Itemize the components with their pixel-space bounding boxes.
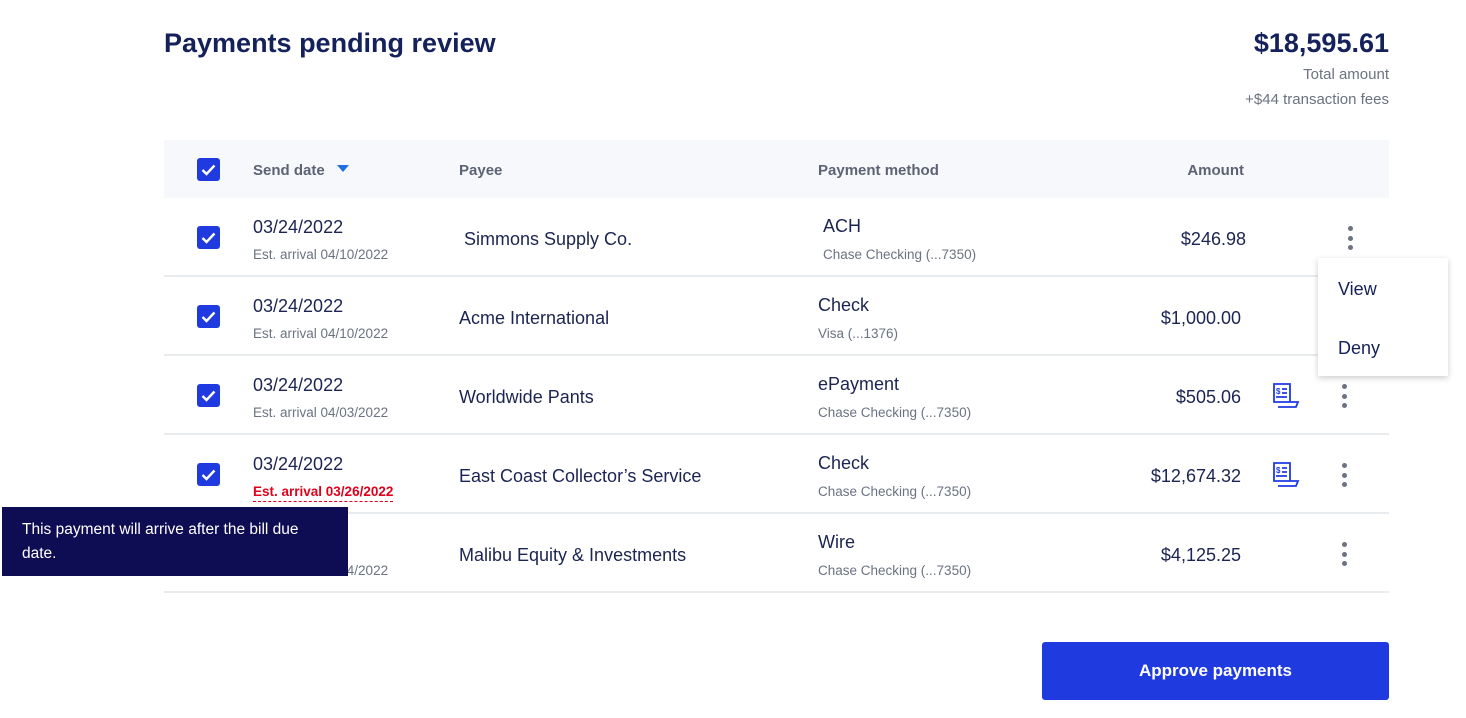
menu-item-deny[interactable]: Deny bbox=[1338, 338, 1381, 358]
svg-text:$: $ bbox=[1276, 466, 1281, 475]
sort-desc-icon bbox=[336, 165, 349, 172]
payment-account: Chase Checking (...7350) bbox=[818, 484, 972, 499]
payment-method: ePayment bbox=[818, 374, 900, 394]
column-amount: Amount bbox=[1187, 162, 1244, 179]
check-icon bbox=[201, 390, 216, 402]
check-icon bbox=[201, 469, 216, 481]
table-row: 03/24/2022 Est. arrival 04/10/2022 Simmo… bbox=[164, 198, 1389, 277]
payment-account: Visa (...1376) bbox=[818, 326, 899, 341]
menu-item-view[interactable]: View bbox=[1338, 279, 1377, 299]
payee-name: Worldwide Pants bbox=[459, 387, 594, 407]
amount: $4,125.25 bbox=[1160, 545, 1241, 565]
payment-account: Chase Checking (...7350) bbox=[818, 563, 972, 578]
table-header: Send date Payee Payment method Amount bbox=[164, 140, 1389, 198]
payee-name: Malibu Equity & Investments bbox=[459, 545, 687, 565]
bill-icon[interactable]: $ bbox=[1272, 462, 1300, 488]
send-date: 03/24/2022 bbox=[253, 296, 344, 316]
est-arrival: Est. arrival 04/03/2022 bbox=[253, 405, 389, 420]
more-actions-icon[interactable] bbox=[1344, 226, 1356, 250]
column-payment-method: Payment method bbox=[818, 162, 939, 179]
amount: $12,674.32 bbox=[1150, 466, 1241, 486]
row-checkbox[interactable] bbox=[197, 463, 220, 486]
transaction-fees: +$44 transaction fees bbox=[1245, 91, 1389, 108]
more-actions-icon[interactable] bbox=[1338, 542, 1350, 566]
more-actions-icon[interactable] bbox=[1338, 463, 1350, 487]
payment-method: Wire bbox=[818, 532, 855, 552]
column-send-date-label: Send date bbox=[253, 162, 325, 179]
approve-payments-button[interactable]: Approve payments bbox=[1042, 642, 1389, 700]
est-arrival[interactable]: Est. arrival 03/26/2022 bbox=[253, 484, 394, 502]
payment-method: ACH bbox=[823, 216, 862, 236]
total-amount: $18,595.61 bbox=[1253, 28, 1389, 58]
check-icon bbox=[201, 311, 216, 323]
row-checkbox[interactable] bbox=[197, 226, 220, 249]
payment-account: Chase Checking (...7350) bbox=[818, 405, 972, 420]
payee-name: Acme International bbox=[459, 308, 610, 328]
payment-account: Chase Checking (...7350) bbox=[823, 247, 977, 262]
svg-text:$: $ bbox=[1276, 387, 1281, 396]
payment-method: Check bbox=[818, 295, 870, 315]
page-title: Payments pending review bbox=[164, 28, 496, 58]
payee-name: Simmons Supply Co. bbox=[464, 229, 633, 249]
amount: $1,000.00 bbox=[1160, 308, 1241, 328]
check-icon bbox=[201, 232, 216, 244]
payee-name: East Coast Collector’s Service bbox=[459, 466, 702, 486]
table-row: 03/24/2022 Est. arrival 04/03/2022 World… bbox=[164, 356, 1389, 435]
send-date: 03/24/2022 bbox=[253, 217, 344, 237]
table-row: 03/24/2022 Est. arrival 04/10/2022 Acme … bbox=[164, 277, 1389, 356]
send-date: 03/24/2022 bbox=[253, 454, 344, 474]
more-actions-icon[interactable] bbox=[1338, 384, 1350, 408]
amount: $246.98 bbox=[1180, 229, 1246, 249]
send-date: 03/24/2022 bbox=[253, 375, 344, 395]
column-send-date[interactable]: Send date bbox=[253, 162, 349, 179]
late-arrival-tooltip: This payment will arrive after the bill … bbox=[2, 507, 348, 576]
table-row: 03/24/2022 Est. arrival 03/26/2022 East … bbox=[164, 435, 1389, 514]
est-arrival: Est. arrival 04/10/2022 bbox=[253, 326, 389, 341]
select-all-checkbox[interactable] bbox=[197, 158, 220, 181]
payment-method: Check bbox=[818, 453, 870, 473]
row-checkbox[interactable] bbox=[197, 305, 220, 328]
column-payee: Payee bbox=[459, 162, 503, 179]
est-arrival: Est. arrival 04/10/2022 bbox=[253, 247, 389, 262]
bill-icon[interactable]: $ bbox=[1272, 383, 1300, 409]
total-amount-label: Total amount bbox=[1303, 66, 1389, 83]
check-icon bbox=[201, 164, 216, 176]
row-actions-menu: View Deny bbox=[1318, 258, 1448, 376]
amount: $505.06 bbox=[1175, 387, 1241, 407]
row-checkbox[interactable] bbox=[197, 384, 220, 407]
